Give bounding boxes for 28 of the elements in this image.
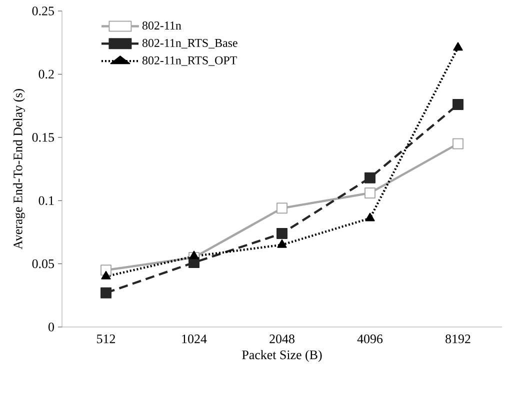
x-tick-label: 4096 bbox=[357, 334, 383, 344]
point bbox=[452, 99, 464, 110]
point bbox=[189, 250, 199, 260]
point bbox=[277, 239, 287, 248]
x-tick-label: 2048 bbox=[270, 334, 294, 344]
y-tick-label: 0.15 bbox=[32, 133, 54, 142]
point bbox=[452, 138, 464, 150]
point bbox=[364, 188, 376, 199]
y-tick-label: 0.05 bbox=[32, 259, 54, 268]
legend-label: 802-11n_RTS_OPT bbox=[142, 56, 237, 66]
y-tick-label: 0 bbox=[48, 322, 54, 332]
point bbox=[100, 287, 112, 298]
legend-label: 802-11n bbox=[142, 22, 182, 30]
y-tick-label: 0.1 bbox=[38, 196, 54, 205]
legend-label: 802-11n_RTS_Base bbox=[142, 38, 238, 48]
y-tick-label: 0.2 bbox=[38, 70, 54, 79]
point bbox=[276, 202, 288, 214]
point bbox=[276, 228, 288, 239]
point bbox=[365, 212, 375, 222]
point bbox=[364, 172, 376, 184]
x-axis-title: Packet Size (B) bbox=[242, 350, 322, 362]
x-tick-label: 1024 bbox=[182, 334, 207, 344]
y-tick-label: 0.25 bbox=[32, 6, 54, 16]
y-axis-title: Average End-To-End Delay (s) bbox=[13, 89, 25, 250]
x-tick-label: 8192 bbox=[446, 334, 470, 344]
point bbox=[101, 270, 111, 280]
x-tick-label: 512 bbox=[97, 334, 116, 344]
point bbox=[453, 42, 463, 51]
